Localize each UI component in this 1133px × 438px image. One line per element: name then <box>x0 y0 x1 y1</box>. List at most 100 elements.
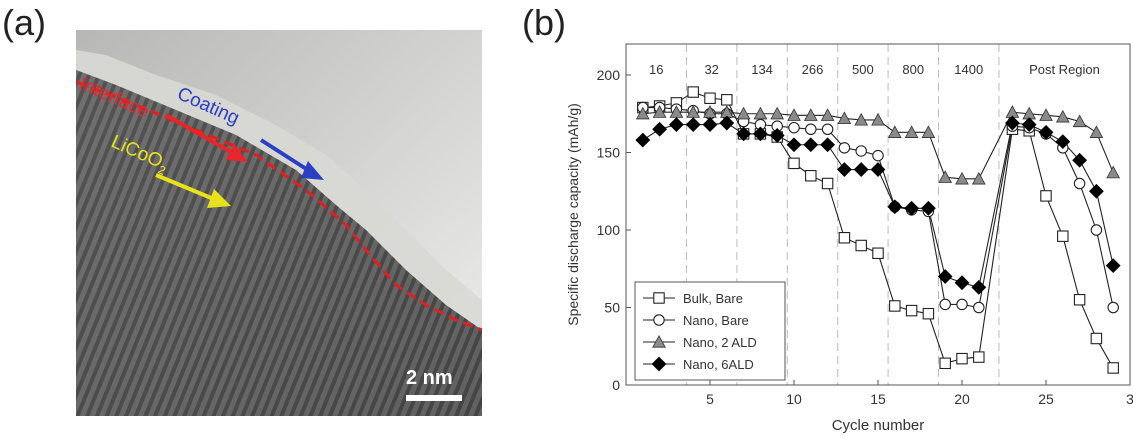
panel-b-letter: (b) <box>522 2 566 43</box>
legend-marker-nano-2-ald <box>652 334 666 348</box>
data-point-nano-6ald <box>820 137 836 153</box>
region-label: 800 <box>902 62 924 77</box>
data-point-bulk-bare <box>838 232 851 244</box>
series-line-nano-6ald <box>642 122 1114 289</box>
data-point-nano-2-ald <box>904 125 919 138</box>
data-point-nano-6ald <box>769 128 785 143</box>
data-point-nano-2-ald <box>1089 125 1104 138</box>
data-point-nano-bare <box>788 121 800 134</box>
data-point-nano-2-ald <box>820 108 835 121</box>
data-point-nano-2-ald <box>955 171 969 185</box>
data-point-nano-2-ald <box>652 105 667 118</box>
data-point-nano-6ald <box>736 126 752 142</box>
scale-bar-label: 2 nm <box>406 367 453 389</box>
data-point-bulk-bare <box>1090 332 1103 345</box>
legend-label-nano-2-ald: Nano, 2 ALD <box>683 335 757 350</box>
y-tick-label: 50 <box>604 300 620 316</box>
data-point-nano-2-ald <box>635 106 650 120</box>
x-axis-label: Cycle number <box>832 417 925 433</box>
licoo2-arrow <box>155 173 231 208</box>
coating-arrow <box>259 138 324 180</box>
data-point-nano-6ald <box>887 199 903 215</box>
x-tick-label: 20 <box>954 391 970 407</box>
data-point-nano-2-ald <box>753 106 768 120</box>
tem-micrograph: Interface Coating LiCoO2 2 nm <box>76 30 482 416</box>
coating-layer <box>76 50 482 330</box>
data-point-nano-bare <box>956 298 968 311</box>
y-tick-label: 0 <box>612 377 620 393</box>
x-tick-label: 10 <box>786 391 802 407</box>
data-point-nano-bare <box>1107 301 1119 314</box>
data-point-nano-6ald <box>937 269 953 284</box>
x-tick-label: 15 <box>870 391 886 407</box>
interface-arrow <box>165 113 248 162</box>
data-point-nano-2-ald <box>1106 165 1121 179</box>
data-point-nano-6ald <box>1072 152 1088 168</box>
series-line-nano-2-ald <box>642 111 1114 180</box>
data-point-nano-2-ald <box>837 111 852 124</box>
data-point-bulk-bare <box>1057 230 1069 242</box>
data-point-nano-6ald <box>1004 115 1020 131</box>
data-point-nano-6ald <box>904 200 920 216</box>
data-point-bulk-bare <box>704 92 716 105</box>
data-point-bulk-bare <box>973 351 985 363</box>
data-point-nano-2-ald <box>1072 114 1087 128</box>
data-point-nano-2-ald <box>938 170 953 183</box>
data-point-bulk-bare <box>721 94 733 106</box>
scale-bar <box>406 395 462 401</box>
data-point-nano-bare <box>855 145 867 157</box>
data-point-bulk-bare <box>1073 293 1086 306</box>
legend-marker-nano-bare <box>653 314 665 326</box>
region-label: 134 <box>751 62 773 77</box>
data-point-nano-6ald <box>752 126 768 142</box>
data-point-nano-2-ald <box>887 125 902 138</box>
data-point-nano-bare <box>838 142 851 154</box>
data-point-nano-6ald <box>920 200 936 216</box>
capacity-chart: 16 32 134 266 500 800 1400 Post Region 0 50 100 15… <box>540 0 1133 434</box>
data-point-bulk-bare <box>1107 362 1119 374</box>
y-tick-label: 100 <box>597 222 621 238</box>
data-point-nano-6ald <box>1088 183 1104 199</box>
data-point-nano-6ald <box>635 132 651 148</box>
data-point-nano-2-ald <box>921 125 936 138</box>
data-point-nano-6ald <box>786 137 802 153</box>
data-point-nano-2-ald <box>803 108 818 121</box>
region-label: 32 <box>704 62 718 77</box>
data-point-nano-6ald <box>971 279 987 295</box>
data-point-bulk-bare <box>939 357 951 370</box>
data-point-nano-6ald <box>853 162 869 177</box>
series-line-bulk-bare <box>642 91 1114 369</box>
data-point-nano-bare <box>1073 177 1086 190</box>
data-point-nano-6ald <box>719 115 735 131</box>
data-point-bulk-bare <box>922 307 935 320</box>
panel-a-letter: (a) <box>2 2 46 43</box>
legend-label-nano-6ald: Nano, 6ALD <box>683 357 754 372</box>
data-point-nano-2-ald <box>1055 109 1070 123</box>
data-point-nano-6ald <box>870 162 886 177</box>
x-tick-label: 3 <box>1126 391 1133 407</box>
series-line-nano-bare <box>642 107 1114 309</box>
data-point-nano-6ald <box>1038 124 1054 140</box>
legend-marker-bulk-bare <box>653 292 665 304</box>
data-point-nano-bare <box>1090 224 1103 236</box>
tem-image: Interface Coating LiCoO2 2 nm <box>76 30 482 416</box>
data-point-nano-2-ald <box>871 112 885 126</box>
legend-marker-nano-6ald <box>651 356 667 372</box>
region-label: Post Region <box>1029 62 1100 77</box>
data-point-nano-6ald <box>652 121 668 137</box>
data-point-nano-bare <box>805 123 817 136</box>
data-point-nano-6ald <box>1105 258 1121 274</box>
data-point-bulk-bare <box>872 247 884 260</box>
data-point-nano-bare <box>872 149 884 162</box>
region-label: 500 <box>852 62 874 77</box>
data-point-bulk-bare <box>805 170 817 182</box>
data-point-bulk-bare <box>889 300 901 312</box>
data-point-nano-bare <box>973 301 985 314</box>
data-point-nano-6ald <box>1021 117 1037 133</box>
legend-label-bulk-bare: Bulk, Bare <box>683 291 743 306</box>
data-point-nano-6ald <box>685 117 701 133</box>
data-point-nano-2-ald <box>1039 108 1053 121</box>
legend-label-nano-bare: Nano, Bare <box>683 313 749 328</box>
region-label: 1400 <box>954 62 983 77</box>
x-tick-label: 25 <box>1038 391 1054 407</box>
